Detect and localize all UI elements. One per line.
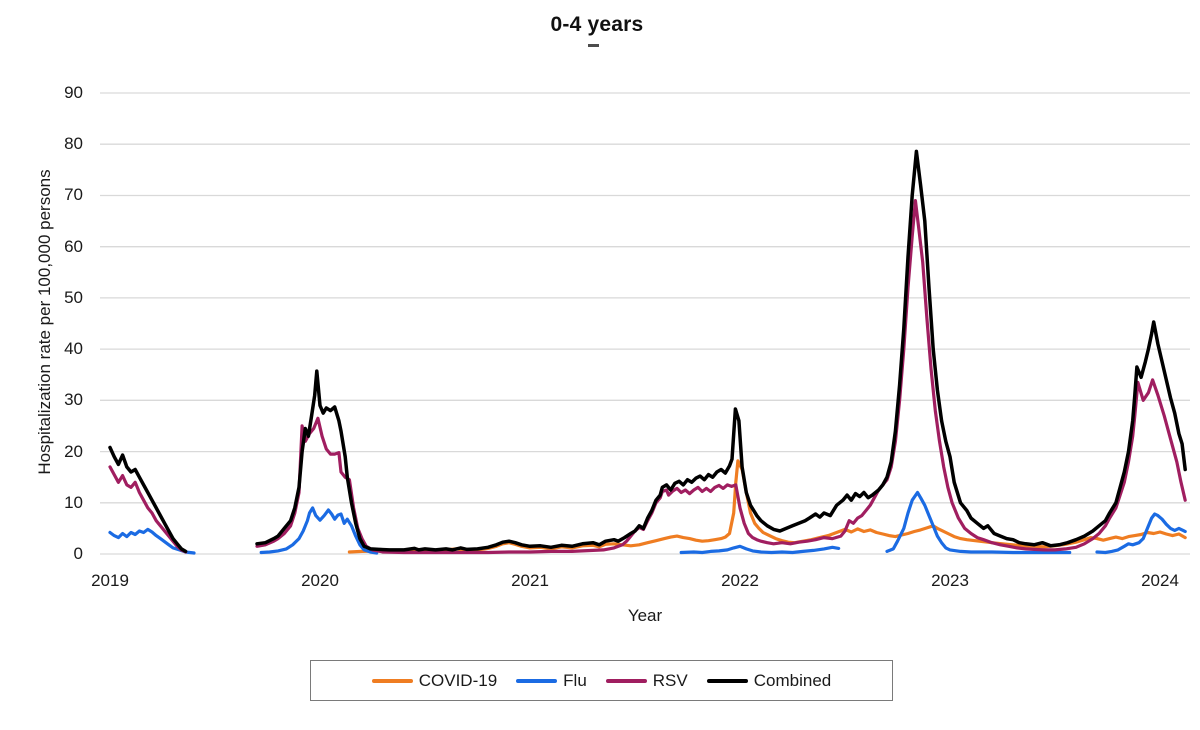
y-tick-label: 50 [64, 288, 83, 307]
series-line-combined [255, 149, 1187, 552]
series-line-flu [108, 527, 196, 555]
legend: COVID-19 Flu RSV Combined [310, 660, 893, 701]
x-tick-label: 2024 [1141, 571, 1179, 590]
x-tick-label: 2020 [301, 571, 339, 590]
legend-label: COVID-19 [418, 670, 498, 690]
series-line-flu [259, 506, 379, 555]
legend-label: Flu [563, 670, 587, 690]
legend-swatch [371, 678, 413, 683]
y-tick-label: 0 [73, 544, 83, 563]
y-tick-label: 70 [64, 185, 83, 204]
y-tick-label: 20 [64, 442, 83, 461]
title-dash-mark [588, 44, 599, 47]
series-line-flu [679, 544, 841, 555]
legend-item-combined: Combined [706, 670, 832, 691]
x-tick-label: 2021 [511, 571, 549, 590]
legend-item-flu: Flu [516, 671, 587, 691]
y-tick-label: 80 [64, 134, 83, 153]
legend-swatch [516, 678, 558, 683]
legend-item-rsv: RSV [605, 670, 688, 691]
y-tick-label: 10 [64, 493, 83, 512]
series-line-covid19 [347, 459, 1187, 554]
x-tick-label: 2023 [931, 571, 969, 590]
x-tick-label: 2019 [91, 571, 129, 590]
x-axis-title: Year [627, 606, 663, 625]
series-line-combined [108, 445, 188, 554]
series-line-flu [1095, 512, 1187, 555]
y-tick-label: 90 [64, 83, 83, 102]
y-tick-label: 40 [64, 339, 83, 358]
legend-swatch [605, 678, 647, 683]
y-tick-label: 30 [64, 390, 83, 409]
series-line-flu [885, 490, 1072, 555]
x-tick-label: 2022 [721, 571, 759, 590]
series-line-rsv [255, 199, 1187, 555]
legend-label: RSV [652, 670, 688, 690]
legend-item-covid19: COVID-19 [371, 670, 498, 691]
legend-swatch [706, 678, 748, 683]
chart-title: 0-4 years [550, 13, 644, 36]
y-tick-label: 60 [64, 237, 83, 256]
legend-label: Combined [753, 670, 832, 690]
